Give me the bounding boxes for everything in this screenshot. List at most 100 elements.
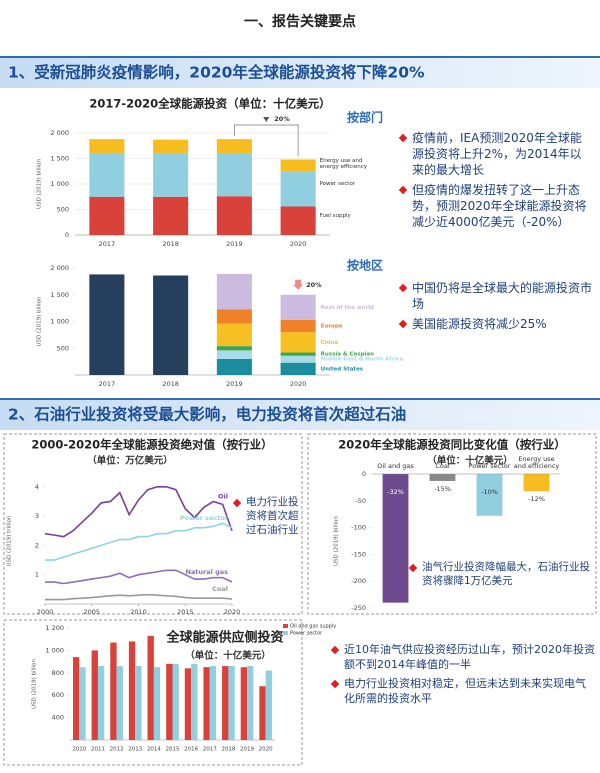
- bar: [191, 663, 198, 740]
- series-label: Natural gas: [185, 568, 228, 576]
- change-arrow: [263, 117, 270, 122]
- bullet-item: 疫情前，IEA预测2020年全球能源投资将上升2%，为2014年以来的最大增长: [398, 130, 592, 178]
- bar: [172, 663, 179, 740]
- y-tick-label: -150: [351, 550, 366, 558]
- bar: [222, 666, 229, 740]
- x-tick-label: 2017: [99, 380, 116, 388]
- change-arrow: [293, 279, 304, 290]
- change-label: 20%: [274, 115, 290, 123]
- bar: [247, 666, 254, 740]
- bar-segment: [216, 358, 252, 375]
- x-tick-label: 2017: [99, 240, 116, 248]
- bullet-item: 电力行业投资相对稳定，但远未达到未来实现电气化所需的投资水平: [330, 676, 595, 706]
- y-tick-label: 500: [57, 206, 69, 214]
- x-tick-label: 2013: [128, 747, 142, 753]
- y-axis-label: USD (2019) billion: [32, 658, 38, 709]
- bar-segment: [89, 152, 125, 197]
- bullet-item: 美国能源投资将减少25%: [398, 316, 592, 332]
- bar: [203, 667, 210, 740]
- bullet-list: 疫情前，IEA预测2020年全球能源投资将上升2%，为2014年以来的最大增长但…: [398, 130, 592, 234]
- x-tick-label: 2019: [226, 240, 243, 248]
- x-tick-label: 2017: [203, 747, 217, 753]
- chart-title: 2017-2020全球能源投资（单位：十亿美元）: [89, 97, 330, 111]
- bar-segment: [153, 152, 189, 197]
- change-label: 20%: [306, 281, 322, 289]
- y-tick-label: -100: [351, 524, 366, 532]
- bar: [240, 667, 248, 740]
- bar: [429, 474, 456, 481]
- x-tick-label: 2005: [83, 608, 100, 616]
- bar-segment: [216, 309, 252, 324]
- y-tick-label: 600: [52, 691, 64, 699]
- line: [45, 593, 233, 601]
- series-label: Russia & Caspian: [321, 352, 374, 358]
- annotation: 油气行业投资降幅最大，石油行业投资将骤降1万亿美元: [408, 560, 593, 592]
- x-tick-label: 2011: [91, 747, 105, 753]
- x-tick-label: 2016: [184, 747, 198, 753]
- annotation-text: 电力行业投资将首次超过石油行业: [232, 495, 300, 537]
- bar: [79, 667, 86, 740]
- chart-label: 按地区: [347, 258, 383, 273]
- section-banner: [0, 56, 600, 88]
- bullet-item: 近10年油气供应投资经历过山车，预计2020年投资额不到2014年峰值的一半: [330, 642, 595, 672]
- bar-segment: [216, 152, 252, 197]
- bar: [209, 666, 217, 740]
- panel-frame: [3, 433, 303, 615]
- chart-subtitle: （单位：万亿美元）: [87, 455, 173, 467]
- panel-frame: [307, 433, 597, 615]
- series-label: Fuel supply: [319, 212, 351, 219]
- value-label: -15%: [434, 485, 451, 493]
- legend-label: Oil and gas supply: [290, 624, 336, 630]
- y-tick-label: 1: [35, 571, 39, 579]
- y-tick-label: 1 000: [45, 646, 64, 654]
- line: [45, 569, 233, 585]
- chart-title: 2000-2020年全球能源投资绝对值（按行业）: [31, 438, 272, 452]
- y-axis-label: USD (2019) billion: [37, 296, 43, 347]
- bar: [153, 667, 161, 740]
- x-tick-label: 2010: [72, 747, 86, 753]
- x-tick-label: Power sector: [468, 462, 511, 470]
- bar-segment: [280, 362, 316, 375]
- bar-segment: [89, 196, 125, 235]
- section-title: 2、石油行业投资将受最大影响，电力投资将首次超过石油: [8, 405, 406, 424]
- bullet-list: 近10年油气供应投资经历过山车，预计2020年投资额不到2014年峰值的一半 电力…: [330, 642, 595, 710]
- legend-swatch: [283, 631, 288, 635]
- y-tick-label: 3: [35, 512, 39, 520]
- series-label: United States: [321, 366, 364, 372]
- x-tick-label: Coal: [435, 462, 450, 470]
- bar-segment: [280, 352, 316, 356]
- y-tick-label: 800: [52, 669, 64, 677]
- chart-subtitle: （单位：十亿美元）: [427, 455, 513, 467]
- bar-segment: [153, 275, 189, 375]
- y-tick-label: -200: [351, 577, 366, 585]
- x-tick-label: 2000: [37, 608, 54, 616]
- y-tick-label: 0: [65, 231, 69, 239]
- bar-segment: [280, 159, 316, 172]
- panel-frame: [3, 619, 303, 766]
- x-tick-label: 2015: [177, 608, 194, 616]
- bar: [259, 686, 266, 740]
- bar: [147, 635, 154, 740]
- bar-segment: [89, 274, 125, 375]
- bar-segment: [216, 139, 252, 153]
- bar: [72, 657, 80, 740]
- y-tick-label: 2 000: [50, 129, 69, 137]
- y-axis-label: USD (2019) billion: [37, 158, 43, 209]
- series-label: Power sector: [180, 514, 229, 522]
- bar-segment: [280, 206, 316, 235]
- bar-segment: [216, 196, 252, 235]
- bar: [128, 641, 136, 740]
- chart-title: 2020年全球能源投资同比变化值（按行业）: [338, 438, 566, 452]
- y-axis-label: USD (2019) trillion: [7, 515, 13, 566]
- y-tick-label: 1 500: [50, 155, 69, 163]
- bar-segment: [280, 332, 316, 353]
- series-label: Europe: [321, 324, 343, 330]
- line: [44, 485, 233, 538]
- value-label: -32%: [387, 488, 404, 496]
- x-tick-label: 2018: [221, 747, 235, 753]
- y-tick-label: -250: [351, 604, 366, 612]
- x-tick-label: Oil and gas: [377, 462, 414, 470]
- bar-segment: [280, 294, 316, 320]
